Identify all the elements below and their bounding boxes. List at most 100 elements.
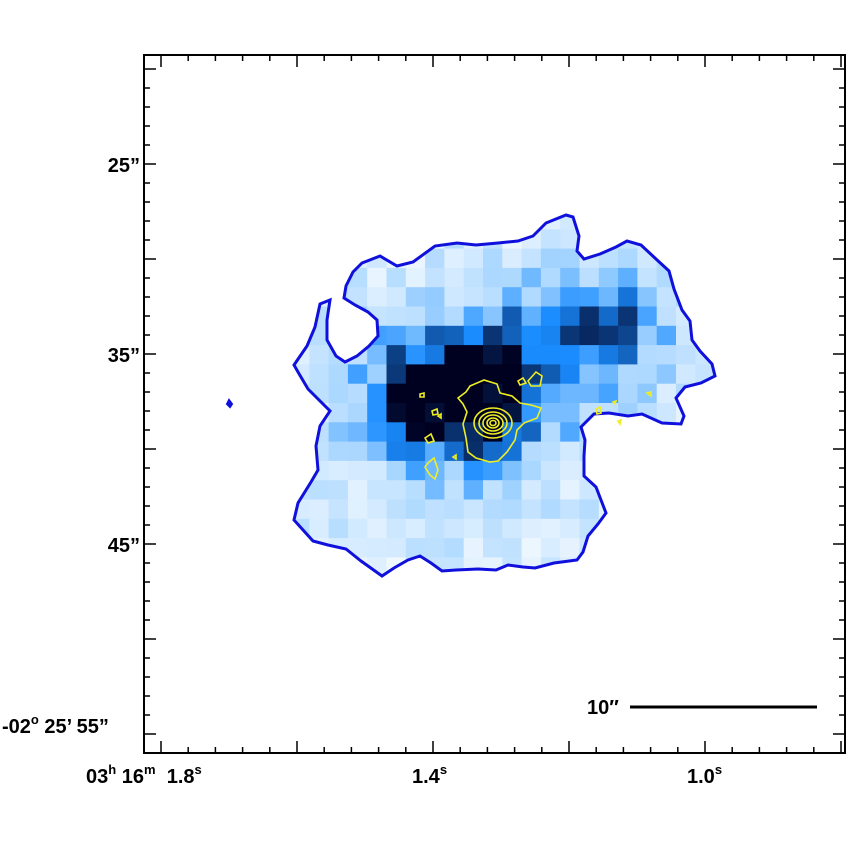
heatmap-pixel bbox=[444, 345, 465, 365]
heatmap-pixel bbox=[347, 364, 368, 385]
heatmap-pixel bbox=[405, 306, 426, 327]
isolated-contour-dot bbox=[225, 398, 234, 409]
heatmap-pixel bbox=[521, 306, 542, 327]
heatmap-pixel bbox=[386, 403, 407, 423]
heatmap-pixel bbox=[637, 577, 657, 597]
heatmap-pixel bbox=[540, 422, 561, 443]
heatmap-pixel bbox=[444, 287, 465, 307]
heatmap-pixel bbox=[656, 364, 677, 385]
heatmap-pixel bbox=[560, 267, 580, 288]
heatmap-pixel bbox=[309, 577, 329, 597]
heatmap-pixel bbox=[463, 215, 484, 230]
heatmap-pixel bbox=[618, 422, 638, 443]
heatmap-pixel bbox=[540, 306, 561, 327]
heatmap-pixel bbox=[483, 306, 503, 327]
heatmap-pixel bbox=[521, 248, 542, 269]
heatmap-pixel bbox=[676, 577, 696, 597]
heatmap-pixel bbox=[444, 267, 465, 288]
heatmap-pixel bbox=[328, 557, 349, 576]
heatmap-pixel bbox=[463, 345, 484, 365]
heatmap-pixel bbox=[541, 577, 561, 597]
heatmap-pixel bbox=[463, 325, 484, 346]
heatmap-pixel bbox=[714, 441, 715, 462]
heatmap-pixel bbox=[347, 229, 368, 250]
heatmap-pixel bbox=[502, 577, 522, 597]
heatmap-pixel bbox=[347, 538, 368, 558]
heatmap-pixel bbox=[483, 577, 503, 597]
heatmap-pixel bbox=[328, 383, 349, 404]
heatmap-pixel bbox=[540, 499, 561, 520]
heatmap-pixel bbox=[406, 577, 426, 597]
heatmap-pixel bbox=[560, 480, 580, 500]
heatmap-pixel bbox=[695, 441, 715, 462]
heatmap-pixel bbox=[676, 557, 696, 576]
heatmap-pixel bbox=[598, 215, 619, 230]
heatmap-pixel bbox=[637, 325, 658, 346]
heatmap-pixel bbox=[695, 215, 715, 230]
heatmap-pixel bbox=[676, 248, 696, 269]
heatmap-pixel bbox=[521, 267, 542, 288]
heatmap-pixel bbox=[540, 248, 561, 269]
heatmap-pixel bbox=[386, 306, 407, 327]
heatmap-pixel bbox=[367, 518, 387, 539]
heatmap-pixel bbox=[405, 383, 426, 404]
heatmap-pixel bbox=[502, 248, 523, 269]
heatmap-pixel bbox=[560, 325, 580, 346]
heatmap-pixel bbox=[676, 229, 696, 250]
heatmap-pixel bbox=[579, 215, 600, 230]
heatmap-pixel bbox=[502, 538, 523, 558]
heatmap-pixel bbox=[386, 460, 407, 481]
heatmap-pixel bbox=[502, 441, 523, 462]
heatmap-pixel bbox=[405, 441, 426, 462]
heatmap-pixel bbox=[579, 325, 600, 346]
heatmap-pixel bbox=[444, 557, 465, 576]
heatmap-pixel bbox=[502, 403, 523, 423]
heatmap-pixel bbox=[444, 229, 465, 250]
heatmap-pixel bbox=[463, 383, 484, 404]
heatmap-pixel bbox=[560, 248, 580, 269]
heatmap-pixel bbox=[637, 441, 658, 462]
heatmap-pixel bbox=[618, 345, 638, 365]
heatmap-pixel bbox=[483, 441, 503, 462]
heatmap-pixel bbox=[676, 441, 696, 462]
heatmap-pixel bbox=[637, 364, 658, 385]
heatmap-pixel bbox=[637, 480, 658, 500]
heatmap-pixel bbox=[425, 364, 445, 385]
heatmap-pixel bbox=[309, 557, 330, 576]
heatmap-pixel bbox=[347, 422, 368, 443]
heatmap-pixel bbox=[347, 441, 368, 462]
heatmap-pixel bbox=[618, 518, 638, 539]
heatmap-pixel bbox=[637, 287, 658, 307]
heatmap-pixel bbox=[328, 248, 349, 269]
y-tick-label-35: 35” bbox=[107, 345, 140, 367]
heatmap-pixel bbox=[309, 364, 330, 385]
heatmap-pixel bbox=[637, 538, 658, 558]
heatmap-pixel bbox=[294, 441, 310, 462]
heatmap-pixel bbox=[618, 287, 638, 307]
heatmap-pixel bbox=[367, 441, 387, 462]
heatmap-pixel bbox=[540, 557, 561, 576]
heatmap-pixel bbox=[599, 577, 619, 597]
heatmap-pixel bbox=[540, 383, 561, 404]
heatmap-pixel bbox=[598, 364, 619, 385]
heatmap-pixel bbox=[540, 441, 561, 462]
heatmap-pixel bbox=[540, 267, 561, 288]
heatmap-pixel bbox=[637, 460, 658, 481]
heatmap-pixel bbox=[540, 287, 561, 307]
heatmap-pixel bbox=[309, 441, 330, 462]
heatmap-pixel bbox=[290, 577, 310, 597]
heatmap-pixel bbox=[521, 345, 542, 365]
heatmap-pixel bbox=[328, 460, 349, 481]
heatmap-pixel bbox=[405, 364, 426, 385]
heatmap-pixel bbox=[425, 441, 445, 462]
heatmap-pixel bbox=[367, 383, 387, 404]
heatmap-pixel bbox=[309, 345, 330, 365]
heatmap-pixel bbox=[521, 325, 542, 346]
heatmap-pixel bbox=[425, 480, 445, 500]
heatmap-pixel bbox=[618, 460, 638, 481]
heatmap-pixel bbox=[598, 267, 619, 288]
heatmap-pixel bbox=[676, 215, 696, 230]
heatmap-pixel bbox=[560, 441, 580, 462]
heatmap-pixel bbox=[695, 460, 715, 481]
inner-contour-ring-1 bbox=[473, 407, 513, 439]
